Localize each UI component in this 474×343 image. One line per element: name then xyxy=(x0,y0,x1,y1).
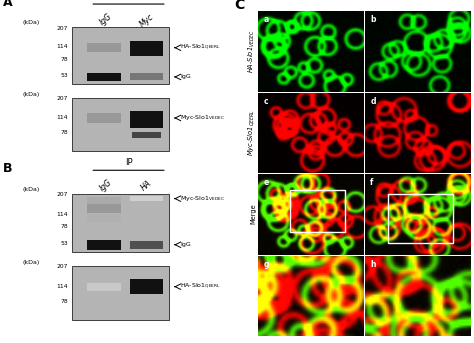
Bar xyxy=(130,41,164,56)
Text: IgG: IgG xyxy=(98,12,114,27)
Text: B: B xyxy=(2,162,12,175)
Text: 114: 114 xyxy=(56,116,68,120)
Text: c: c xyxy=(264,97,268,106)
Bar xyxy=(388,194,453,243)
Text: IgG: IgG xyxy=(180,74,191,80)
Text: 207: 207 xyxy=(56,264,68,269)
Text: HA: HA xyxy=(139,178,154,192)
Text: d: d xyxy=(370,97,376,106)
Text: a: a xyxy=(264,15,269,24)
Text: HA-Slo1$_{\mathregular{VEDEC}}$: HA-Slo1$_{\mathregular{VEDEC}}$ xyxy=(246,29,256,73)
Bar xyxy=(132,132,161,138)
Text: Myc-Slo1$_{\mathregular{VEDEC}}$: Myc-Slo1$_{\mathregular{VEDEC}}$ xyxy=(180,114,225,122)
Bar xyxy=(130,279,164,294)
Text: IP: IP xyxy=(125,158,132,167)
Text: e: e xyxy=(264,178,269,187)
Text: 207: 207 xyxy=(56,96,68,101)
Text: 114: 114 xyxy=(56,45,68,49)
Bar xyxy=(87,197,121,204)
Bar xyxy=(130,196,164,201)
Bar xyxy=(290,190,345,232)
Text: Myc-Slo1$_{\mathregular{QEERL}}$: Myc-Slo1$_{\mathregular{QEERL}}$ xyxy=(246,109,256,156)
Bar xyxy=(72,98,169,151)
Bar xyxy=(72,27,169,84)
Text: Merge: Merge xyxy=(251,204,256,224)
Bar xyxy=(87,240,121,250)
Text: 78: 78 xyxy=(60,299,68,304)
Text: HA-Slo1$_{\mathregular{QEERL}}$: HA-Slo1$_{\mathregular{QEERL}}$ xyxy=(180,43,221,52)
Text: 114: 114 xyxy=(56,284,68,289)
Bar xyxy=(87,44,121,52)
Text: Myc-Slo1$_{\mathregular{VEDEC}}$: Myc-Slo1$_{\mathregular{VEDEC}}$ xyxy=(180,194,225,203)
Text: (kDa): (kDa) xyxy=(23,260,40,265)
Text: 207: 207 xyxy=(56,26,68,31)
Bar xyxy=(72,194,169,252)
Text: 114: 114 xyxy=(56,212,68,217)
Text: IgG: IgG xyxy=(180,242,191,247)
Text: C: C xyxy=(235,0,245,12)
Bar xyxy=(130,73,164,81)
Bar xyxy=(130,111,164,128)
Text: HA-Slo1$_{\mathregular{QEERL}}$: HA-Slo1$_{\mathregular{QEERL}}$ xyxy=(180,282,221,291)
Bar xyxy=(87,113,121,123)
Text: (kDa): (kDa) xyxy=(23,92,40,97)
Text: g: g xyxy=(264,260,269,269)
Bar xyxy=(87,283,121,291)
Bar xyxy=(72,266,169,320)
Text: A: A xyxy=(2,0,12,9)
Bar xyxy=(87,214,121,222)
Text: 78: 78 xyxy=(60,224,68,229)
Text: 207: 207 xyxy=(56,192,68,198)
Text: b: b xyxy=(370,15,376,24)
Text: IP: IP xyxy=(125,0,132,1)
Text: Myc: Myc xyxy=(138,12,155,28)
Bar xyxy=(87,204,121,213)
Bar xyxy=(130,241,164,249)
Text: (kDa): (kDa) xyxy=(23,20,40,25)
Text: 78: 78 xyxy=(60,57,68,62)
Text: f: f xyxy=(370,178,374,187)
Text: IgG: IgG xyxy=(98,178,114,193)
Text: (kDa): (kDa) xyxy=(23,187,40,192)
Text: 53: 53 xyxy=(60,241,68,246)
Text: 53: 53 xyxy=(60,73,68,78)
Text: h: h xyxy=(370,260,376,269)
Bar xyxy=(87,73,121,81)
Text: 78: 78 xyxy=(60,130,68,135)
